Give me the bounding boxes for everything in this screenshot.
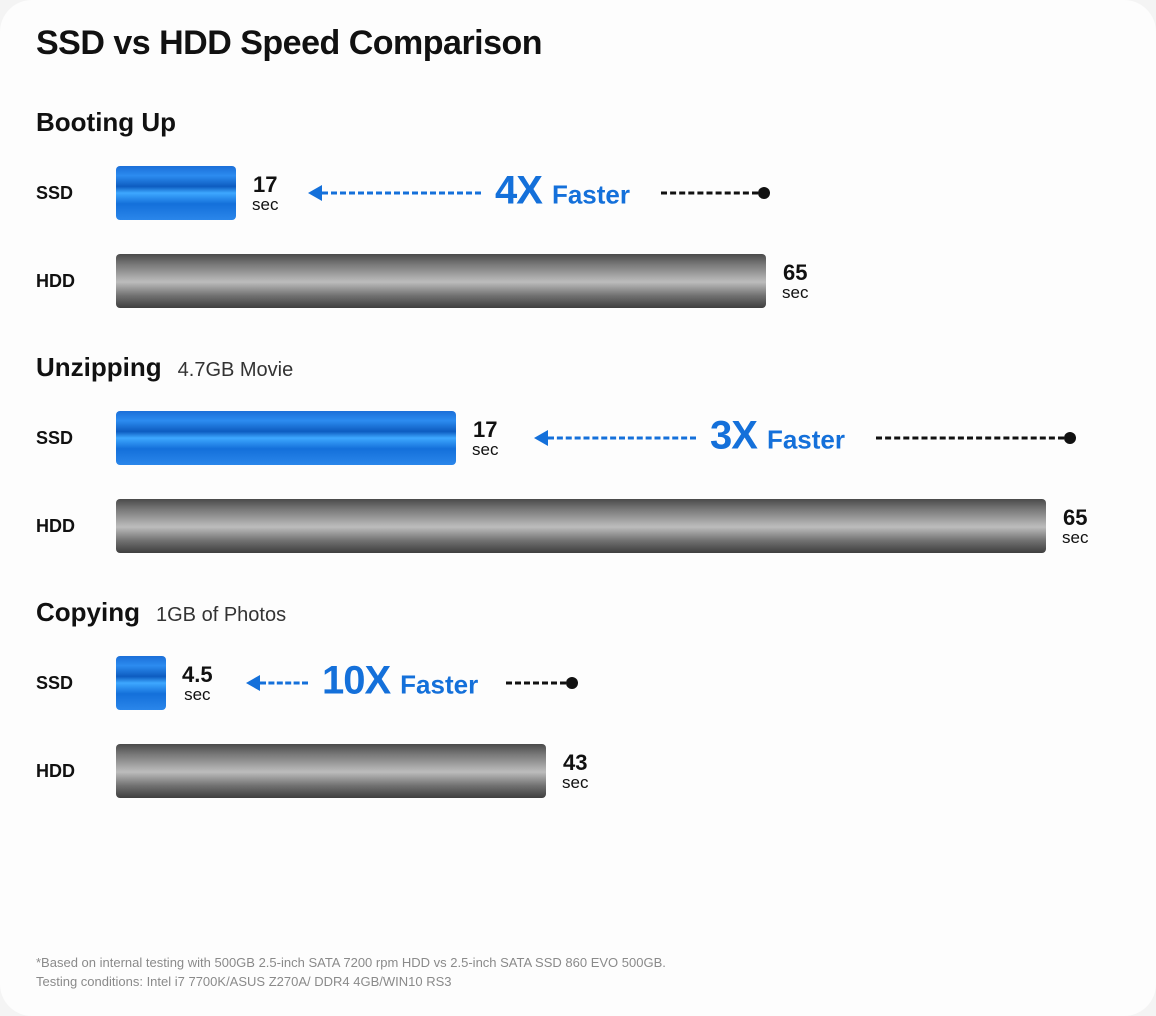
dashed-line-blue bbox=[322, 192, 481, 195]
dashed-line-blue bbox=[548, 437, 696, 440]
value-number: 17 bbox=[473, 418, 497, 441]
section: Booting UpSSD17sec4XFasterHDD65sec bbox=[36, 107, 1120, 308]
faster-label: 10X Faster bbox=[308, 659, 492, 704]
hdd-value: 65sec bbox=[782, 261, 808, 302]
section-header: Booting Up bbox=[36, 107, 1120, 138]
ssd-value: 4.5sec bbox=[182, 663, 213, 704]
value-unit: sec bbox=[782, 284, 808, 302]
faster-word: Faster bbox=[552, 180, 630, 211]
row-label-ssd: SSD bbox=[36, 673, 116, 694]
hdd-row: HDD 43sec bbox=[36, 744, 1120, 798]
hdd-bar bbox=[116, 744, 546, 798]
footnote: *Based on internal testing with 500GB 2.… bbox=[36, 954, 666, 992]
bar-area: 17sec bbox=[116, 166, 278, 220]
arrow-left-icon bbox=[246, 675, 260, 691]
row-label-hdd: HDD bbox=[36, 516, 116, 537]
dashed-line-black bbox=[506, 682, 566, 685]
ssd-bar bbox=[116, 411, 456, 465]
footnote-line: *Based on internal testing with 500GB 2.… bbox=[36, 954, 666, 973]
section: Unzipping4.7GB MovieSSD17sec3XFasterHDD6… bbox=[36, 352, 1120, 553]
ssd-bar bbox=[116, 656, 166, 710]
faster-word: Faster bbox=[767, 425, 845, 456]
dashed-line-black bbox=[876, 437, 1064, 440]
hdd-bar bbox=[116, 254, 766, 308]
section: Copying1GB of PhotosSSD4.5sec10XFasterHD… bbox=[36, 597, 1120, 798]
section-name: Copying bbox=[36, 597, 140, 628]
end-dot-icon bbox=[566, 677, 578, 689]
multiplier: 3X bbox=[710, 414, 757, 459]
value-number: 4.5 bbox=[182, 663, 213, 686]
sections-container: Booting UpSSD17sec4XFasterHDD65secUnzipp… bbox=[36, 107, 1120, 798]
ssd-bar bbox=[116, 166, 236, 220]
ssd-row: SSD 17sec 3X Faster bbox=[36, 411, 1120, 465]
row-label-hdd: HDD bbox=[36, 761, 116, 782]
value-number: 43 bbox=[563, 751, 587, 774]
section-subtitle: 1GB of Photos bbox=[156, 604, 286, 627]
multiplier: 10X bbox=[322, 659, 390, 704]
ssd-row: SSD 17sec 4X Faster bbox=[36, 166, 1120, 220]
value-number: 65 bbox=[1063, 506, 1087, 529]
section-name: Booting Up bbox=[36, 107, 176, 138]
dashed-line-blue bbox=[260, 682, 308, 685]
value-unit: sec bbox=[252, 196, 278, 214]
section-header: Copying 1GB of Photos bbox=[36, 597, 1120, 628]
row-label-hdd: HDD bbox=[36, 271, 116, 292]
bar-area: 4.5sec bbox=[116, 656, 213, 710]
section-header: Unzipping 4.7GB Movie bbox=[36, 352, 1120, 383]
faster-label: 4X Faster bbox=[481, 169, 644, 214]
hdd-row: HDD 65sec bbox=[36, 254, 1120, 308]
bar-area: 43sec bbox=[116, 744, 588, 798]
ssd-value: 17sec bbox=[252, 173, 278, 214]
bar-area: 65sec bbox=[116, 499, 1088, 553]
footnote-line: Testing conditions: Intel i7 7700K/ASUS … bbox=[36, 973, 666, 992]
page-title: SSD vs HDD Speed Comparison bbox=[36, 24, 1120, 63]
dashed-line-black bbox=[661, 192, 758, 195]
value-unit: sec bbox=[562, 774, 588, 792]
faster-word: Faster bbox=[400, 670, 478, 701]
hdd-row: HDD 65sec bbox=[36, 499, 1120, 553]
end-dot-icon bbox=[1064, 432, 1076, 444]
arrow-left-icon bbox=[534, 430, 548, 446]
hdd-value: 43sec bbox=[562, 751, 588, 792]
value-unit: sec bbox=[472, 441, 498, 459]
bar-area: 17sec bbox=[116, 411, 498, 465]
value-number: 65 bbox=[783, 261, 807, 284]
value-number: 17 bbox=[253, 173, 277, 196]
comparison-card: SSD vs HDD Speed Comparison Booting Up SS… bbox=[0, 0, 1156, 1016]
value-unit: sec bbox=[184, 686, 210, 704]
end-dot-icon bbox=[758, 187, 770, 199]
bar-area: 65sec bbox=[116, 254, 808, 308]
arrow-left-icon bbox=[308, 185, 322, 201]
faster-label: 3X Faster bbox=[696, 414, 859, 459]
row-label-ssd: SSD bbox=[36, 428, 116, 449]
hdd-value: 65sec bbox=[1062, 506, 1088, 547]
ssd-row: SSD 4.5sec 10X Faster bbox=[36, 656, 1120, 710]
multiplier: 4X bbox=[495, 169, 542, 214]
hdd-bar bbox=[116, 499, 1046, 553]
value-unit: sec bbox=[1062, 529, 1088, 547]
ssd-value: 17sec bbox=[472, 418, 498, 459]
row-label-ssd: SSD bbox=[36, 183, 116, 204]
section-name: Unzipping bbox=[36, 352, 162, 383]
section-subtitle: 4.7GB Movie bbox=[178, 359, 294, 382]
